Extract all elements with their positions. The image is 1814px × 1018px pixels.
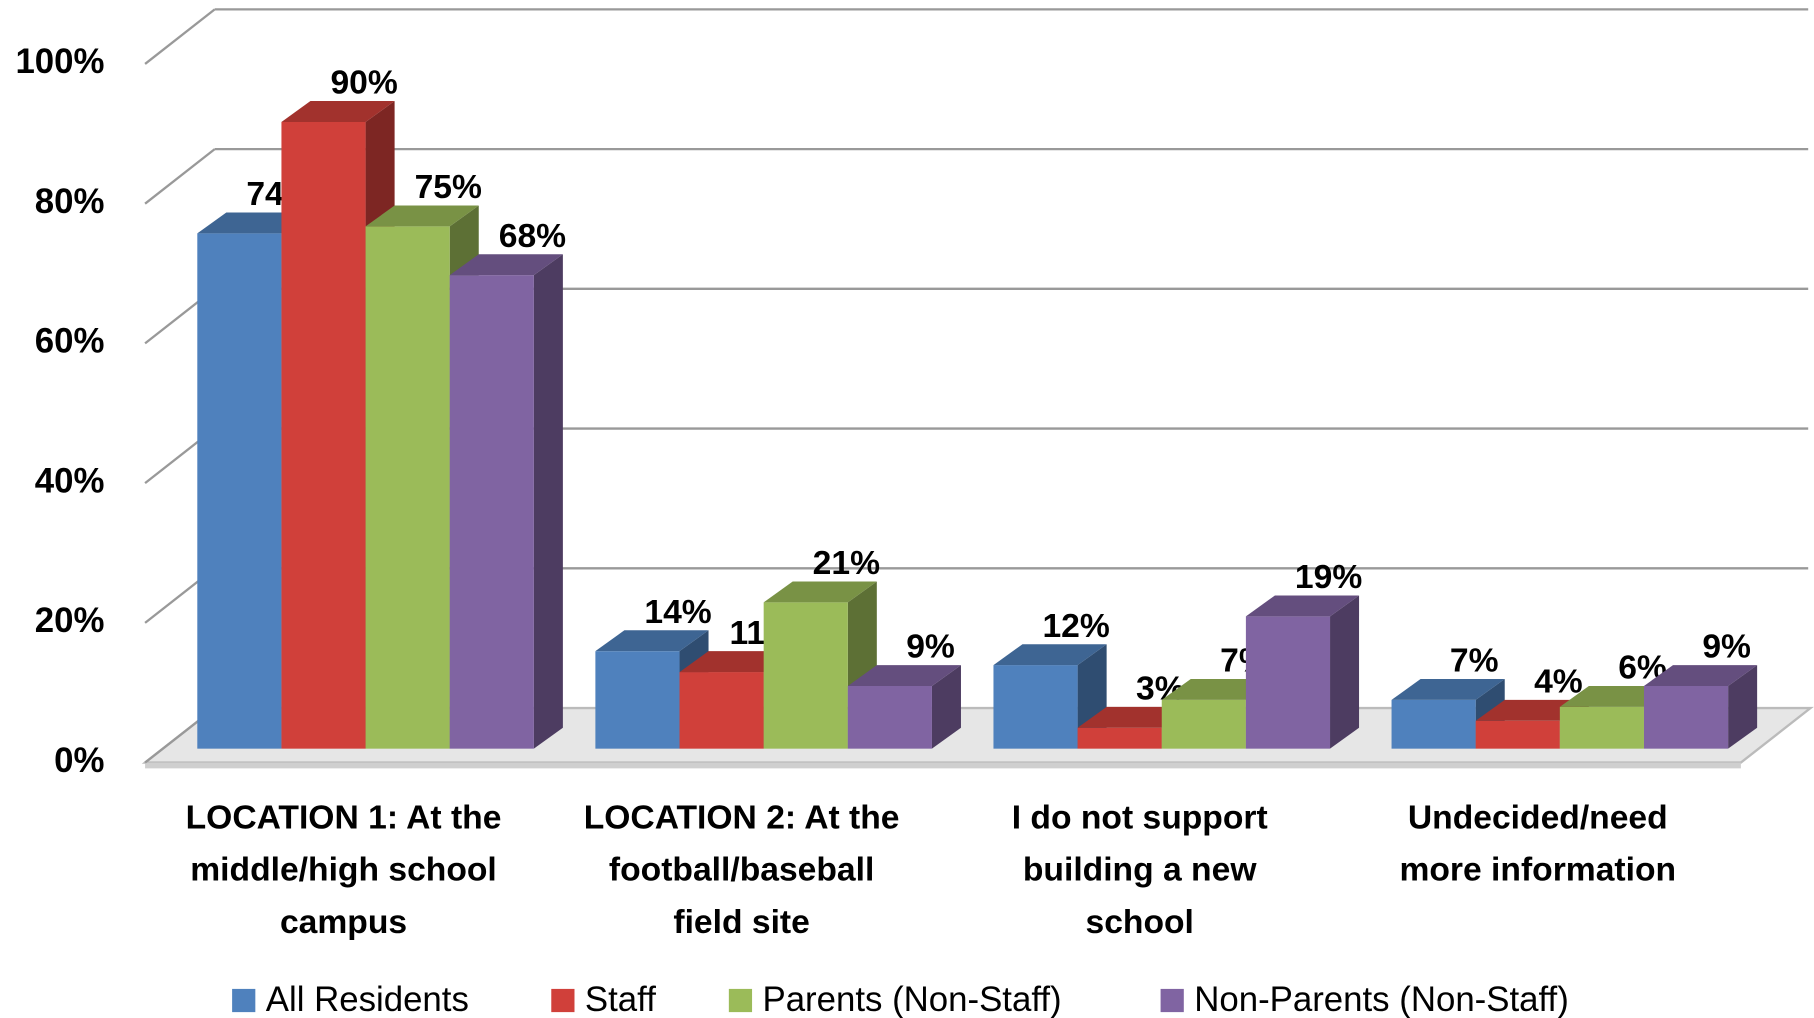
bar	[993, 665, 1078, 749]
bar-side	[1728, 665, 1758, 749]
floor-edge	[145, 762, 1741, 769]
value-label: 9%	[906, 629, 955, 666]
bar-top	[763, 581, 877, 603]
bar	[763, 602, 848, 749]
bar	[1643, 685, 1729, 749]
bar-top	[365, 205, 479, 227]
bar	[197, 233, 282, 749]
bar	[1245, 616, 1331, 749]
value-label: 75%	[415, 169, 482, 206]
value-label: 12%	[1042, 608, 1109, 645]
value-label: 68%	[499, 218, 566, 255]
grid-line-diagonal	[144, 148, 216, 205]
x-tick-label: middle/high school	[190, 852, 497, 889]
bar-top	[449, 254, 563, 276]
value-label: 14%	[644, 594, 711, 631]
legend-swatch	[551, 988, 575, 1013]
bar	[679, 672, 764, 749]
y-tick-label: 20%	[35, 601, 105, 640]
legend-label: Parents (Non-Staff)	[763, 980, 1062, 1018]
value-label: 21%	[813, 545, 880, 582]
x-tick-label: football/baseball	[609, 852, 874, 889]
bar-side	[931, 665, 961, 749]
x-tick-label: LOCATION 2: At the	[584, 799, 900, 836]
bar	[847, 685, 932, 749]
bar-top	[847, 665, 961, 686]
bar	[1161, 699, 1246, 749]
x-tick-label: building a new	[1023, 852, 1257, 889]
bar	[1475, 720, 1560, 749]
value-label: 90%	[330, 65, 397, 102]
bar	[449, 275, 534, 749]
x-tick-label: school	[1085, 904, 1193, 941]
bar-side	[533, 254, 563, 749]
bar	[1077, 727, 1162, 749]
legend-label: Staff	[585, 980, 656, 1018]
bar-top	[1245, 595, 1360, 617]
legend-label: Non-Parents (Non-Staff)	[1194, 980, 1569, 1018]
bar-top	[281, 101, 395, 122]
bar-side	[1330, 595, 1360, 749]
bar	[595, 651, 680, 749]
value-label: 19%	[1295, 559, 1362, 596]
bar	[1391, 699, 1476, 749]
bar-top	[1391, 679, 1505, 700]
bar-top	[993, 644, 1107, 666]
legend-swatch	[1160, 988, 1184, 1013]
legend-swatch	[232, 988, 256, 1013]
y-tick-label: 80%	[35, 182, 105, 221]
x-tick-label: I do not support	[1012, 799, 1268, 836]
value-label: 4%	[1534, 664, 1583, 701]
y-tick-label: 40%	[35, 461, 105, 500]
legend-swatch	[728, 988, 753, 1013]
x-tick-label: more information	[1399, 852, 1676, 889]
value-label: 9%	[1702, 629, 1751, 666]
bar	[281, 121, 366, 749]
bar-top	[595, 630, 709, 652]
grid-line-diagonal	[144, 8, 216, 65]
x-tick-label: Undecided/need	[1408, 799, 1668, 836]
x-tick-label: campus	[280, 904, 407, 941]
bar	[365, 226, 450, 749]
x-tick-label: LOCATION 1: At the	[186, 799, 502, 836]
y-tick-label: 100%	[15, 42, 104, 81]
legend-label: All Residents	[266, 980, 469, 1018]
value-label: 7%	[1450, 643, 1499, 680]
y-tick-label: 0%	[54, 741, 104, 780]
bar-top	[1643, 665, 1758, 686]
y-tick-label: 60%	[35, 322, 105, 361]
bar	[1559, 706, 1644, 749]
x-tick-label: field site	[673, 904, 809, 941]
